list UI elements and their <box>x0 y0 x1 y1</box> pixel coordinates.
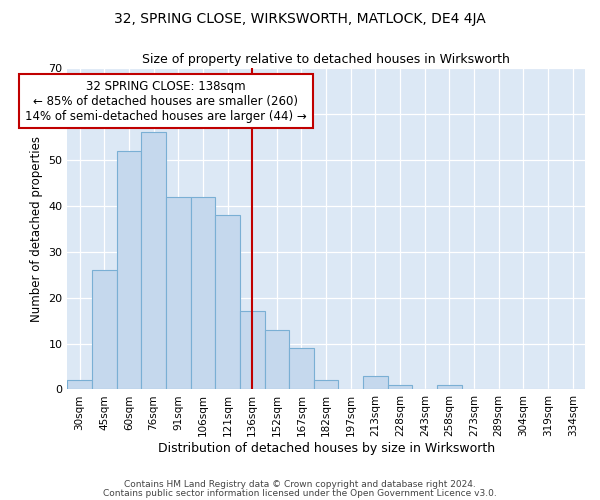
X-axis label: Distribution of detached houses by size in Wirksworth: Distribution of detached houses by size … <box>158 442 495 455</box>
Text: 32, SPRING CLOSE, WIRKSWORTH, MATLOCK, DE4 4JA: 32, SPRING CLOSE, WIRKSWORTH, MATLOCK, D… <box>114 12 486 26</box>
Bar <box>67 380 92 390</box>
Text: 32 SPRING CLOSE: 138sqm
← 85% of detached houses are smaller (260)
14% of semi-d: 32 SPRING CLOSE: 138sqm ← 85% of detache… <box>25 80 307 122</box>
Bar <box>314 380 338 390</box>
Bar <box>92 270 116 390</box>
Bar <box>166 196 191 390</box>
Bar <box>388 385 412 390</box>
Bar <box>437 385 462 390</box>
Bar <box>240 312 265 390</box>
Bar <box>191 196 215 390</box>
Text: Contains public sector information licensed under the Open Government Licence v3: Contains public sector information licen… <box>103 488 497 498</box>
Bar <box>215 215 240 390</box>
Bar <box>289 348 314 390</box>
Bar <box>265 330 289 390</box>
Title: Size of property relative to detached houses in Wirksworth: Size of property relative to detached ho… <box>142 52 510 66</box>
Bar <box>141 132 166 390</box>
Y-axis label: Number of detached properties: Number of detached properties <box>30 136 43 322</box>
Bar <box>363 376 388 390</box>
Text: Contains HM Land Registry data © Crown copyright and database right 2024.: Contains HM Land Registry data © Crown c… <box>124 480 476 489</box>
Bar <box>116 150 141 390</box>
